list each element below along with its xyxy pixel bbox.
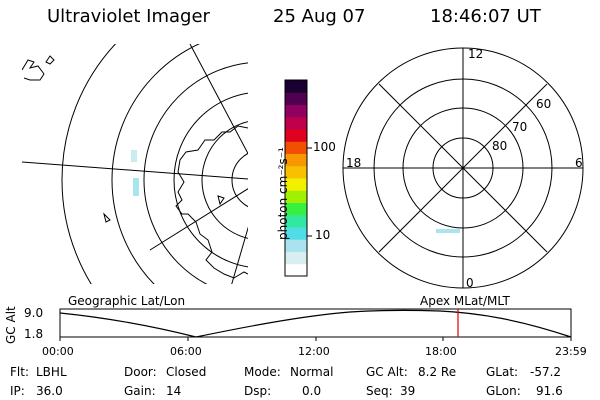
mode-label: Mode:: [244, 365, 281, 379]
colorbar-stripe: [285, 202, 307, 216]
coast-islands: [103, 195, 225, 223]
glat-label: GLat:: [486, 365, 519, 379]
colorbar-stripe: [285, 190, 307, 203]
dsp-label: Dsp:: [244, 384, 272, 398]
colorbar-stripe: [285, 80, 307, 93]
aurora-pixel: [133, 178, 139, 196]
colorbar-stripe: [285, 104, 307, 118]
aurora-pixel: [131, 150, 137, 162]
aurora-pixel: [436, 229, 460, 233]
seq-value: 39: [400, 384, 416, 398]
ip-label: IP:: [10, 384, 25, 398]
instrument-title: Ultraviolet Imager: [47, 6, 210, 27]
geographic-label: Geographic Lat/Lon: [68, 294, 186, 308]
colorbar-stripe: [285, 92, 307, 105]
mlt-label-12: 12: [468, 47, 484, 61]
colorbar-stripe: [285, 165, 307, 179]
gc-alt-axis-title: GC Alt: [4, 306, 18, 344]
colorbar-stripe: [285, 251, 307, 265]
mlt-label-18: 18: [346, 156, 362, 170]
mlat-label-60: 60: [536, 97, 552, 111]
glon-value: 91.6: [536, 384, 563, 398]
map-latitude-circle: [61, 44, 117, 284]
colorbar-stripe: [285, 116, 307, 130]
map-meridian: [149, 188, 248, 251]
flt-label: Flt:: [10, 365, 29, 379]
gcalt-value: 8.2 Re: [418, 365, 457, 379]
colorbar-stripe: [285, 141, 307, 154]
colorbar-stripe: [285, 178, 307, 191]
time-tick-2359: 23:59: [555, 345, 587, 358]
alt-tick-9: 9.0: [24, 306, 44, 320]
door-value: Closed: [166, 365, 207, 379]
colorbar-stripe: [285, 214, 307, 228]
map-latitude-circle: [231, 152, 248, 208]
altitude-curve: [59, 309, 572, 338]
colorbar-tick-10: 10: [315, 228, 331, 242]
seq-label: Seq:: [366, 384, 393, 398]
map-meridian: [231, 226, 248, 284]
mlt-label-6: 6: [575, 156, 583, 170]
gain-label: Gain:: [124, 384, 156, 398]
colorbar-unit-label: photon cm⁻²s⁻¹: [276, 147, 290, 240]
colorbar-tick-100: 100: [313, 140, 336, 154]
colorbar-stripe: [285, 239, 307, 252]
date-label: 25 Aug 07: [273, 6, 366, 27]
gain-value: 14: [166, 384, 182, 398]
geographic-map: [22, 44, 248, 284]
door-label: Door:: [124, 365, 157, 379]
dsp-value: 0.0: [302, 384, 322, 398]
ip-value: 36.0: [36, 384, 63, 398]
glon-label: GLon:: [486, 384, 521, 398]
mlat-label-80: 80: [492, 139, 508, 153]
colorbar-stripe: [285, 129, 307, 142]
map-latitude-circle: [201, 121, 248, 239]
map-meridian: [189, 44, 248, 155]
apex-label: Apex MLat/MLT: [420, 294, 510, 308]
polar-plot: [342, 47, 584, 289]
colorbar-stripe: [285, 263, 307, 277]
time-tick-18: 18:00: [425, 345, 457, 358]
glat-value: -57.2: [530, 365, 562, 379]
flt-value: LBHL: [36, 365, 67, 379]
mlt-label-0: 0: [466, 276, 474, 290]
map-meridian: [22, 161, 248, 180]
coastline-fragment: [22, 55, 55, 81]
map-latitude-circle: [173, 92, 248, 268]
antarctica-coastline: [175, 125, 248, 279]
colorbar: [284, 79, 312, 277]
time-tick-00: 00:00: [42, 345, 74, 358]
map-latitude-circle: [143, 62, 248, 284]
time-tick-06: 06:00: [170, 345, 202, 358]
time-label: 18:46:07 UT: [430, 6, 541, 27]
time-tick-12: 12:00: [298, 345, 330, 358]
map-latitude-circle: [111, 44, 200, 284]
gcalt-label: GC Alt:: [366, 365, 408, 379]
altitude-timeline: [59, 308, 572, 341]
mlat-label-70: 70: [512, 120, 528, 134]
alt-tick-1_8: 1.8: [24, 327, 44, 341]
colorbar-stripe: [285, 227, 307, 240]
mode-value: Normal: [290, 365, 334, 379]
colorbar-stripe: [285, 153, 307, 167]
